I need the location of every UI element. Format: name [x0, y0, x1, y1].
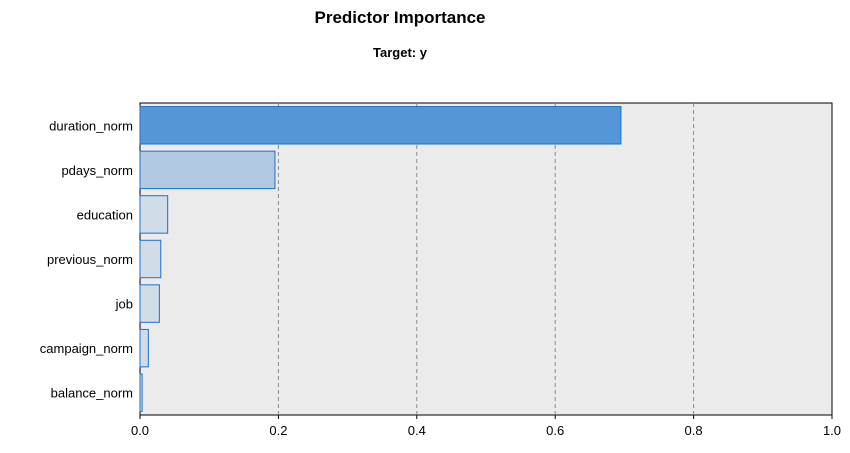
x-tick-label: 1.0 [823, 423, 841, 438]
category-label: balance_norm [51, 386, 133, 401]
x-axis-ticks: 0.0 0.2 0.4 0.6 0.8 1.0 [131, 415, 841, 438]
category-label: pdays_norm [61, 163, 133, 178]
x-tick-label: 0.2 [269, 423, 287, 438]
plot-area [139, 102, 833, 416]
x-tick-label: 0.4 [408, 423, 426, 438]
category-label: education [77, 207, 133, 222]
grid-lines [277, 103, 695, 415]
category-label: duration_norm [49, 118, 133, 133]
bar-job [139, 284, 160, 323]
bar-campaign-norm [139, 328, 149, 368]
x-tick-label: 0.6 [546, 423, 564, 438]
bars [139, 106, 622, 412]
bar-balance-norm [139, 373, 143, 412]
bar-pdays-norm [139, 150, 276, 190]
category-label: campaign_norm [40, 341, 133, 356]
x-tick-label: 0.0 [131, 423, 149, 438]
category-label: previous_norm [47, 252, 133, 267]
bar-previous-norm [139, 239, 162, 279]
bar-education [139, 195, 169, 234]
bar-duration-norm [139, 106, 622, 145]
chart-title: Predictor Importance [314, 8, 486, 27]
category-labels: duration_norm pdays_norm education previous… [40, 118, 133, 400]
chart-subtitle: Target: y [373, 45, 427, 60]
category-label: job [115, 297, 133, 312]
x-tick-label: 0.8 [685, 423, 703, 438]
